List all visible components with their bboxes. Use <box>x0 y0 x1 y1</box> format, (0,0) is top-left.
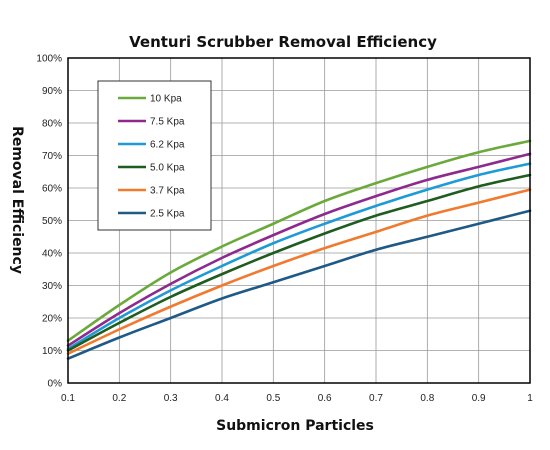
x-tick-label: 1 <box>527 393 533 404</box>
y-tick-label: 20% <box>42 314 62 325</box>
chart-title: Venturi Scrubber Removal Efficiency <box>129 33 437 51</box>
x-tick-label: 0.1 <box>61 393 75 404</box>
x-axis-title: Submicron Particles <box>216 418 374 434</box>
x-tick-labels: 0.1 0.2 0.3 0.4 0.5 0.6 0.7 0.8 0.9 1 <box>61 393 533 404</box>
plot-frame <box>67 57 531 384</box>
series-line-0 <box>66 139 532 343</box>
series-line-4 <box>66 188 532 356</box>
x-tick-label: 0.5 <box>266 393 280 404</box>
x-tick-label: 0.7 <box>369 393 383 404</box>
y-tick-label: 50% <box>42 216 62 227</box>
y-tick-label: 10% <box>42 346 62 357</box>
series-line-5 <box>66 209 532 360</box>
series-line-3 <box>66 173 532 352</box>
y-tick-label: 40% <box>42 249 62 260</box>
series-line-2 <box>66 162 532 351</box>
y-tick-label: 90% <box>42 86 62 97</box>
y-tick-label: 70% <box>42 151 62 162</box>
legend-label: 6.2 Kpa <box>150 140 185 151</box>
legend-label: 2.5 Kpa <box>150 209 185 220</box>
y-tick-label: 0% <box>48 379 63 390</box>
legend-label: 5.0 Kpa <box>150 163 185 174</box>
legend-label: 3.7 Kpa <box>150 186 185 197</box>
legend-label: 10 Kpa <box>150 94 182 105</box>
x-tick-label: 0.9 <box>472 393 486 404</box>
x-tick-label: 0.2 <box>112 393 126 404</box>
y-tick-labels: 0% 10% 20% 30% 40% 50% 60% 70% 80% 90% 100% <box>36 54 62 390</box>
legend-box <box>97 80 212 231</box>
legend-items: 10 Kpa 7.5 Kpa 6.2 Kpa 5.0 Kpa 3.7 Kpa 2.5 Kp… <box>118 94 185 220</box>
x-tick-label: 0.4 <box>215 393 229 404</box>
x-tick-label: 0.6 <box>318 393 332 404</box>
series-lines <box>66 139 532 360</box>
x-tick-label: 0.8 <box>420 393 434 404</box>
legend: 10 Kpa 7.5 Kpa 6.2 Kpa 5.0 Kpa 3.7 Kpa 2.5 Kp… <box>97 80 212 231</box>
y-tick-label: 80% <box>42 119 62 130</box>
x-tick-label: 0.3 <box>164 393 178 404</box>
y-tick-label: 60% <box>42 184 62 195</box>
legend-label: 7.5 Kpa <box>150 117 185 128</box>
y-tick-label: 100% <box>36 54 62 65</box>
y-tick-label: 30% <box>42 281 62 292</box>
y-axis-title: Removal Efficiency <box>9 126 25 274</box>
series-line-1 <box>66 152 532 347</box>
